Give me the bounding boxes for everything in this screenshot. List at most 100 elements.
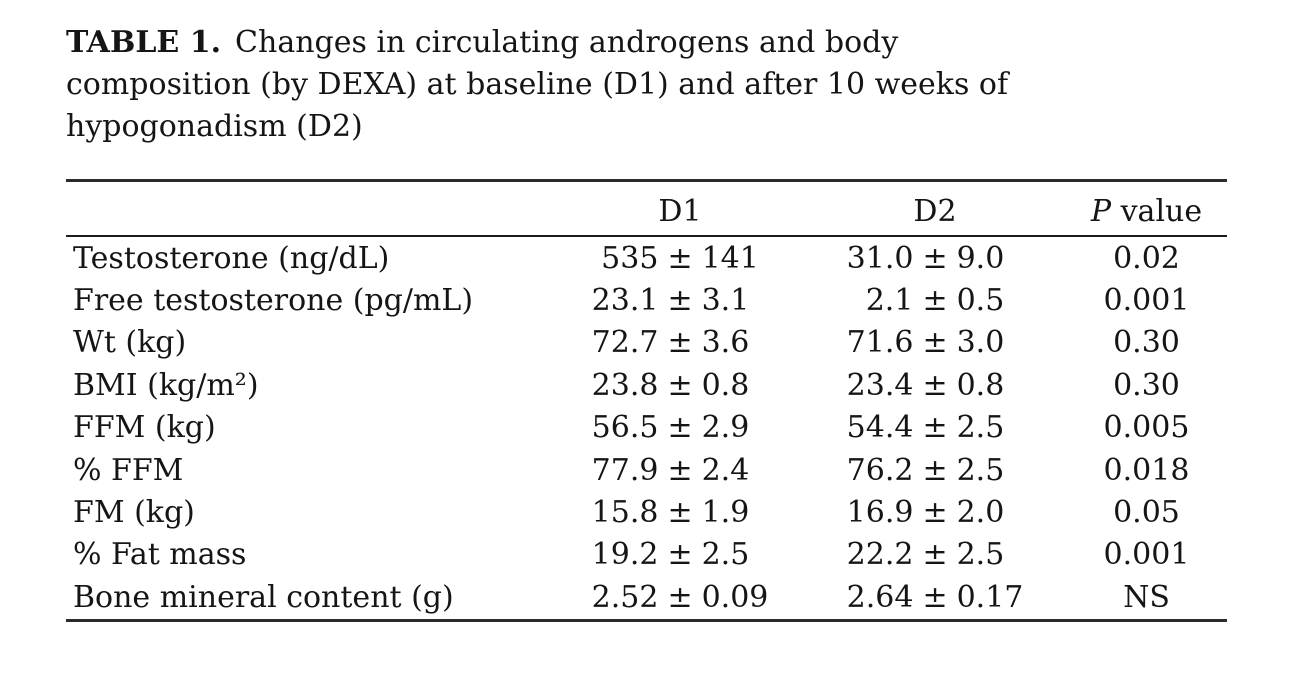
table-row: Free testosterone (pg/mL) 23.1 ±3.1 2.1 ±0… [66, 279, 1227, 321]
d1-sd: 2.5 [701, 537, 750, 573]
table-row: BMI (kg/m²) 23.8 ±0.8 23.4 ±0.8 0.30 [66, 364, 1227, 406]
plus-minus-sign: ± [667, 367, 693, 403]
row-label: BMI (kg/m²) [73, 367, 259, 403]
d2-sd: 2.0 [956, 495, 1005, 531]
table-number-label: TABLE 1. [66, 25, 222, 60]
d1-cell: 23.8 ±0.8 [556, 368, 804, 403]
plus-minus-sign: ± [922, 410, 948, 446]
header-p-value: P value [1066, 194, 1227, 229]
plus-minus-sign: ± [667, 283, 693, 319]
header-p-rest: value [1120, 194, 1203, 229]
table-row: Bone mineral content (g) 2.52 ±0.09 2.64 ±… [66, 576, 1227, 618]
table-row: % Fat mass 19.2 ±2.5 22.2 ±2.5 0.001 [66, 534, 1227, 576]
d2-sd: 0.17 [956, 579, 1024, 615]
d1-cell: 2.52 ±0.09 [556, 580, 804, 615]
data-table: D1 D2 P value Testosterone (ng/dL) 535 ±1… [66, 179, 1227, 622]
d1-value: 2.52 [591, 579, 659, 615]
d1-cell: 535 ±141 [556, 241, 804, 276]
d2-cell: 22.2 ±2.5 [804, 537, 1066, 572]
p-value-cell: 0.001 [1103, 283, 1190, 319]
d2-cell: 31.0 ±9.0 [804, 241, 1066, 276]
d1-sd: 141 [701, 240, 759, 276]
plus-minus-sign: ± [667, 579, 693, 615]
d1-cell: 56.5 ±2.9 [556, 410, 804, 445]
d2-cell: 71.6 ±3.0 [804, 325, 1066, 360]
plus-minus-sign: ± [667, 495, 693, 531]
table-row: FM (kg) 15.8 ±1.9 16.9 ±2.0 0.05 [66, 491, 1227, 533]
d1-cell: 72.7 ±3.6 [556, 325, 804, 360]
d1-cell: 15.8 ±1.9 [556, 495, 804, 530]
table-row: Wt (kg) 72.7 ±3.6 71.6 ±3.0 0.30 [66, 322, 1227, 364]
table-row: Testosterone (ng/dL) 535 ±141 31.0 ±9.0 0.… [66, 237, 1227, 279]
plus-minus-sign: ± [667, 240, 693, 276]
plus-minus-sign: ± [667, 325, 693, 361]
plus-minus-sign: ± [922, 240, 948, 276]
d1-sd: 1.9 [701, 495, 750, 531]
row-label: % FFM [73, 452, 184, 488]
d1-sd: 3.6 [701, 325, 750, 361]
caption-line-2: composition (by DEXA) at baseline (D1) a… [66, 67, 1009, 102]
row-label: % Fat mass [73, 537, 247, 573]
d1-cell: 77.9 ±2.4 [556, 453, 804, 488]
header-d1: D1 [658, 194, 702, 229]
row-label: Bone mineral content (g) [73, 579, 454, 615]
d1-sd: 0.09 [701, 579, 769, 615]
d2-sd: 0.5 [956, 283, 1005, 319]
d2-sd: 2.5 [956, 410, 1005, 446]
d2-value: 54.4 [846, 410, 914, 446]
d1-value: 23.1 [591, 283, 659, 319]
d2-value: 16.9 [846, 495, 914, 531]
table-mid-rule [66, 235, 1227, 237]
caption-line-1: TABLE 1. Changes in circulating androgens… [66, 22, 1226, 64]
plus-minus-sign: ± [922, 283, 948, 319]
caption-text-1: Changes in circulating androgens and bod… [235, 25, 899, 60]
d2-cell: 54.4 ±2.5 [804, 410, 1066, 445]
p-value-cell: 0.005 [1103, 410, 1190, 446]
header-d2: D2 [913, 194, 957, 229]
table-caption: TABLE 1. Changes in circulating androgens… [66, 22, 1226, 148]
table-row: % FFM 77.9 ±2.4 76.2 ±2.5 0.018 [66, 449, 1227, 491]
d2-value: 22.2 [846, 537, 914, 573]
d1-value: 72.7 [591, 325, 659, 361]
d2-value: 76.2 [846, 452, 914, 488]
d2-sd: 0.8 [956, 367, 1005, 403]
table-row: FFM (kg) 56.5 ±2.9 54.4 ±2.5 0.005 [66, 407, 1227, 449]
row-label: Wt (kg) [73, 325, 187, 361]
row-label: FM (kg) [73, 495, 195, 531]
d2-cell: 16.9 ±2.0 [804, 495, 1066, 530]
d2-value: 31.0 [846, 240, 914, 276]
d2-value: 2.64 [846, 579, 914, 615]
plus-minus-sign: ± [922, 579, 948, 615]
d2-cell: 23.4 ±0.8 [804, 368, 1066, 403]
plus-minus-sign: ± [922, 367, 948, 403]
d1-sd: 2.4 [701, 452, 750, 488]
table-top-rule [66, 179, 1227, 182]
plus-minus-sign: ± [667, 410, 693, 446]
d2-sd: 3.0 [956, 325, 1005, 361]
d2-sd: 2.5 [956, 452, 1005, 488]
d2-value: 23.4 [846, 367, 914, 403]
d2-cell: 2.64 ±0.17 [804, 580, 1066, 615]
d1-value: 19.2 [591, 537, 659, 573]
p-value-cell: 0.05 [1113, 495, 1180, 531]
d2-value: 71.6 [846, 325, 914, 361]
plus-minus-sign: ± [922, 495, 948, 531]
d2-sd: 2.5 [956, 537, 1005, 573]
p-value-cell: 0.02 [1113, 240, 1180, 276]
d1-value: 535 [601, 240, 659, 276]
d1-cell: 23.1 ±3.1 [556, 283, 804, 318]
d2-sd: 9.0 [956, 240, 1005, 276]
p-value-cell: 0.30 [1113, 325, 1180, 361]
d1-value: 56.5 [591, 410, 659, 446]
d1-sd: 0.8 [701, 367, 750, 403]
d2-value: 2.1 [865, 283, 914, 319]
plus-minus-sign: ± [922, 325, 948, 361]
d1-sd: 3.1 [701, 283, 750, 319]
d2-cell: 76.2 ±2.5 [804, 453, 1066, 488]
header-p-italic: P [1090, 194, 1112, 229]
row-label: Free testosterone (pg/mL) [73, 283, 474, 319]
d2-cell: 2.1 ±0.5 [804, 283, 1066, 318]
d1-sd: 2.9 [701, 410, 750, 446]
row-label: Testosterone (ng/dL) [73, 240, 390, 276]
